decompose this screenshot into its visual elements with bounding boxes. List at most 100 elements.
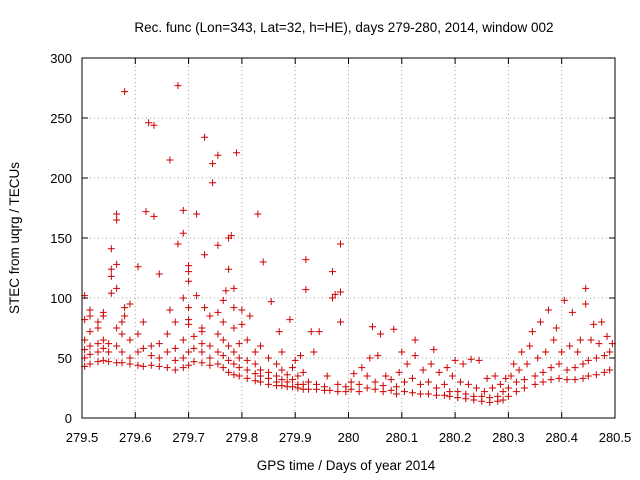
- data-point: [126, 354, 134, 362]
- data-point: [163, 348, 171, 356]
- data-point: [566, 342, 574, 350]
- data-point: [118, 359, 126, 367]
- data-point: [289, 383, 297, 391]
- data-point: [235, 364, 243, 372]
- data-point: [547, 376, 555, 384]
- data-point: [451, 356, 459, 364]
- data-point: [403, 360, 411, 368]
- data-point: [179, 354, 187, 362]
- data-point: [251, 370, 259, 378]
- data-point: [113, 284, 121, 292]
- data-point: [480, 388, 488, 396]
- data-point: [257, 372, 265, 380]
- data-point: [531, 372, 539, 380]
- data-point: [139, 344, 147, 352]
- data-point: [363, 372, 371, 380]
- data-point: [603, 332, 611, 340]
- data-point: [534, 354, 542, 362]
- data-point: [278, 376, 286, 384]
- data-point: [198, 324, 206, 332]
- data-point: [563, 366, 571, 374]
- data-point: [134, 263, 142, 271]
- data-point: [113, 342, 121, 350]
- data-point: [531, 380, 539, 388]
- data-point: [251, 377, 259, 385]
- data-point: [179, 294, 187, 302]
- data-point: [584, 356, 592, 364]
- data-point: [337, 288, 345, 296]
- data-point: [185, 348, 193, 356]
- data-point: [374, 352, 382, 360]
- y-tick-label: 50: [58, 351, 72, 366]
- data-point: [142, 208, 150, 216]
- data-point: [171, 344, 179, 352]
- data-point: [520, 384, 528, 392]
- data-point: [134, 348, 142, 356]
- x-tick-label: 280.3: [492, 430, 525, 445]
- data-point: [265, 354, 273, 362]
- y-tick-label: 200: [50, 171, 72, 186]
- data-point: [427, 360, 435, 368]
- data-point: [235, 372, 243, 380]
- data-point: [595, 340, 603, 348]
- data-point: [502, 374, 510, 382]
- data-point: [379, 382, 387, 390]
- data-point: [155, 362, 163, 370]
- data-point: [443, 364, 451, 372]
- data-point: [257, 342, 265, 350]
- data-point: [329, 294, 337, 302]
- data-point: [395, 368, 403, 376]
- data-point: [400, 388, 408, 396]
- data-point: [400, 378, 408, 386]
- x-tick-label: 280.5: [599, 430, 632, 445]
- data-point: [334, 388, 342, 396]
- data-point: [307, 328, 315, 336]
- x-tick-label: 280: [338, 430, 360, 445]
- data-point: [297, 352, 305, 360]
- data-point: [347, 385, 355, 393]
- data-point: [121, 88, 129, 96]
- data-point: [416, 380, 424, 388]
- data-point: [512, 388, 520, 396]
- data-point: [185, 304, 193, 312]
- data-point: [315, 328, 323, 336]
- data-point: [363, 384, 371, 392]
- data-point: [113, 324, 121, 332]
- data-point: [558, 348, 566, 356]
- data-point: [238, 306, 246, 314]
- y-tick-label: 250: [50, 111, 72, 126]
- data-point: [329, 268, 337, 276]
- data-point: [113, 216, 121, 224]
- data-point: [265, 368, 273, 376]
- data-point: [179, 229, 187, 237]
- data-point: [416, 390, 424, 398]
- data-point: [243, 366, 251, 374]
- data-point: [166, 306, 174, 314]
- data-point: [94, 324, 102, 332]
- data-point: [185, 277, 193, 285]
- data-point: [107, 265, 115, 273]
- data-point: [105, 348, 113, 356]
- data-point: [456, 378, 464, 386]
- data-point: [496, 380, 504, 388]
- data-point: [387, 376, 395, 384]
- data-point: [105, 358, 113, 366]
- data-point: [299, 380, 307, 388]
- data-point: [278, 366, 286, 374]
- data-point: [392, 390, 400, 398]
- data-point: [257, 366, 265, 374]
- data-point: [163, 364, 171, 372]
- data-point: [475, 356, 483, 364]
- data-point: [254, 210, 262, 218]
- data-point: [504, 392, 512, 400]
- data-point: [467, 355, 475, 363]
- data-point: [275, 328, 283, 336]
- data-point: [555, 360, 563, 368]
- data-point: [507, 372, 515, 380]
- data-point: [214, 330, 222, 338]
- data-point: [219, 364, 227, 372]
- data-point: [464, 380, 472, 388]
- data-point: [313, 380, 321, 388]
- chart-title: Rec. func (Lon=343, Lat=32, h=HE), days …: [134, 20, 553, 35]
- data-point: [206, 342, 214, 350]
